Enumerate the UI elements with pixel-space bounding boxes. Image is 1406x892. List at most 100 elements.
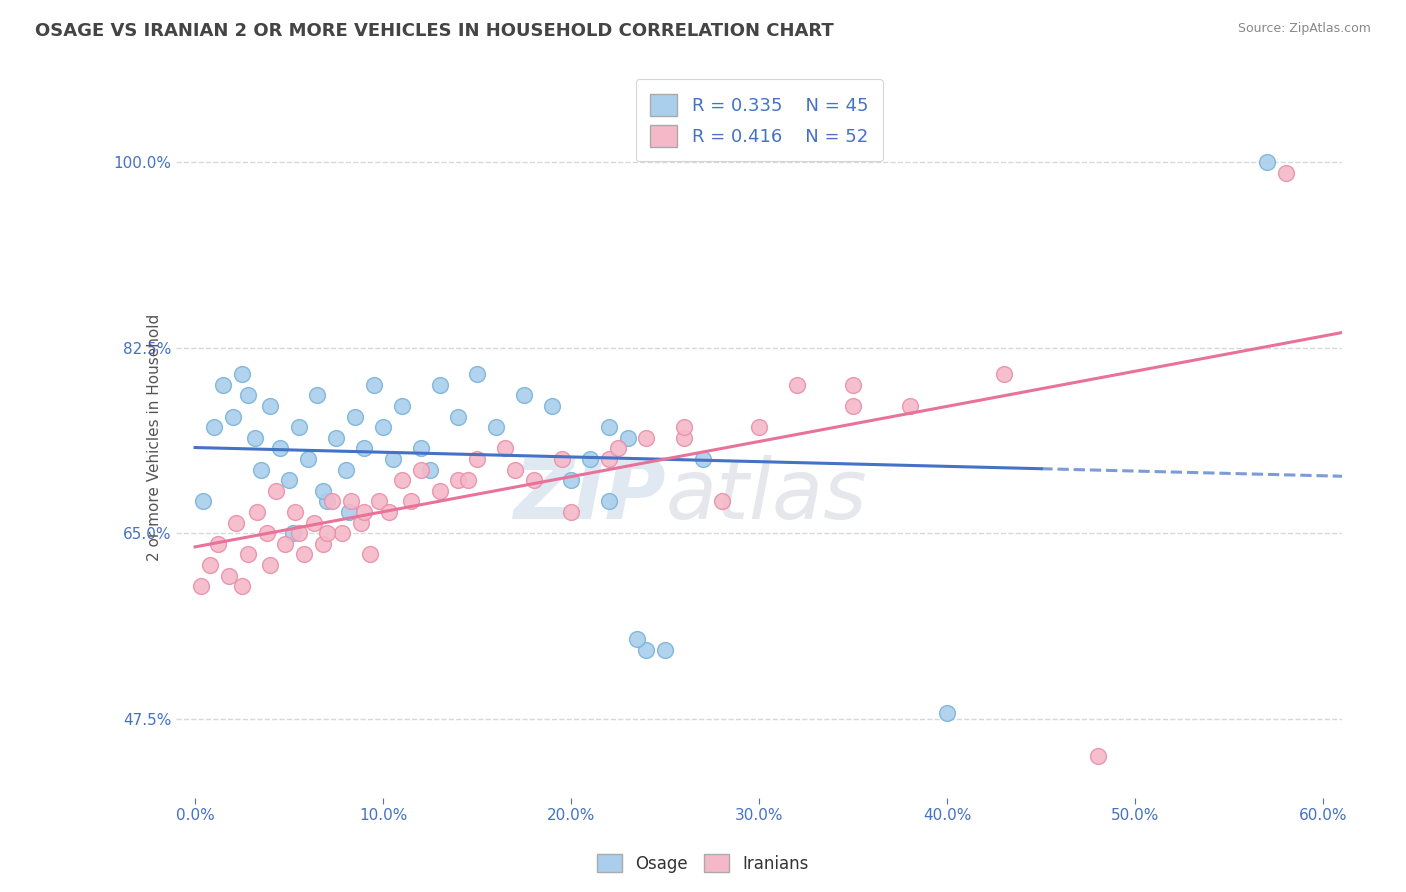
- Point: [307, 388, 329, 402]
- Point: [748, 420, 770, 434]
- Point: [212, 377, 235, 392]
- Point: [391, 473, 413, 487]
- Point: [429, 483, 451, 498]
- Point: [292, 547, 315, 561]
- Point: [284, 505, 307, 519]
- Point: [457, 473, 479, 487]
- Point: [190, 579, 212, 593]
- Point: [274, 537, 297, 551]
- Legend: Osage, Iranians: Osage, Iranians: [591, 847, 815, 880]
- Point: [1087, 748, 1109, 763]
- Point: [287, 526, 309, 541]
- Point: [353, 505, 375, 519]
- Point: [335, 462, 357, 476]
- Point: [401, 494, 423, 508]
- Point: [325, 431, 347, 445]
- Point: [636, 642, 658, 657]
- Legend: R = 0.335    N = 45, R = 0.416    N = 52: R = 0.335 N = 45, R = 0.416 N = 52: [636, 79, 883, 161]
- Point: [447, 409, 470, 424]
- Point: [218, 568, 240, 582]
- Point: [312, 537, 335, 551]
- Point: [343, 409, 366, 424]
- Point: [381, 452, 404, 467]
- Point: [330, 526, 353, 541]
- Point: [842, 399, 865, 413]
- Point: [256, 526, 278, 541]
- Point: [636, 431, 658, 445]
- Point: [409, 462, 432, 476]
- Point: [281, 526, 304, 541]
- Point: [494, 442, 516, 456]
- Point: [371, 420, 394, 434]
- Point: [391, 399, 413, 413]
- Point: [191, 494, 214, 508]
- Point: [710, 494, 733, 508]
- Point: [363, 377, 385, 392]
- Point: [786, 377, 808, 392]
- Point: [378, 505, 401, 519]
- Point: [231, 579, 253, 593]
- Point: [485, 420, 508, 434]
- Point: [337, 505, 360, 519]
- Point: [465, 367, 488, 381]
- Point: [222, 409, 245, 424]
- Point: [236, 547, 259, 561]
- Point: [692, 452, 714, 467]
- Point: [312, 483, 335, 498]
- Point: [1274, 166, 1296, 180]
- Point: [287, 420, 309, 434]
- Point: [898, 399, 921, 413]
- Point: [429, 377, 451, 392]
- Point: [654, 642, 676, 657]
- Point: [626, 632, 648, 646]
- Point: [409, 442, 432, 456]
- Point: [842, 377, 865, 392]
- Point: [560, 473, 582, 487]
- Point: [259, 558, 281, 572]
- Y-axis label: 2 or more Vehicles in Household: 2 or more Vehicles in Household: [148, 314, 162, 561]
- Point: [269, 442, 291, 456]
- Point: [246, 505, 269, 519]
- Point: [560, 505, 582, 519]
- Point: [598, 452, 620, 467]
- Point: [198, 558, 221, 572]
- Point: [245, 431, 267, 445]
- Point: [936, 706, 959, 721]
- Text: Source: ZipAtlas.com: Source: ZipAtlas.com: [1237, 22, 1371, 36]
- Point: [250, 462, 273, 476]
- Point: [315, 494, 337, 508]
- Point: [1256, 155, 1278, 169]
- Point: [598, 420, 620, 434]
- Point: [207, 537, 229, 551]
- Point: [202, 420, 225, 434]
- Point: [551, 452, 574, 467]
- Point: [225, 516, 247, 530]
- Point: [231, 367, 253, 381]
- Text: ZIP: ZIP: [513, 455, 666, 536]
- Point: [302, 516, 325, 530]
- Point: [259, 399, 281, 413]
- Point: [315, 526, 337, 541]
- Point: [465, 452, 488, 467]
- Point: [672, 420, 695, 434]
- Point: [321, 494, 343, 508]
- Point: [522, 473, 544, 487]
- Point: [349, 516, 371, 530]
- Point: [264, 483, 287, 498]
- Point: [541, 399, 564, 413]
- Point: [419, 462, 441, 476]
- Point: [513, 388, 536, 402]
- Point: [353, 442, 375, 456]
- Point: [340, 494, 363, 508]
- Point: [297, 452, 319, 467]
- Point: [278, 473, 301, 487]
- Point: [993, 367, 1015, 381]
- Point: [359, 547, 381, 561]
- Point: [616, 431, 638, 445]
- Point: [503, 462, 526, 476]
- Point: [598, 494, 620, 508]
- Point: [236, 388, 259, 402]
- Point: [368, 494, 391, 508]
- Text: atlas: atlas: [666, 455, 868, 536]
- Point: [447, 473, 470, 487]
